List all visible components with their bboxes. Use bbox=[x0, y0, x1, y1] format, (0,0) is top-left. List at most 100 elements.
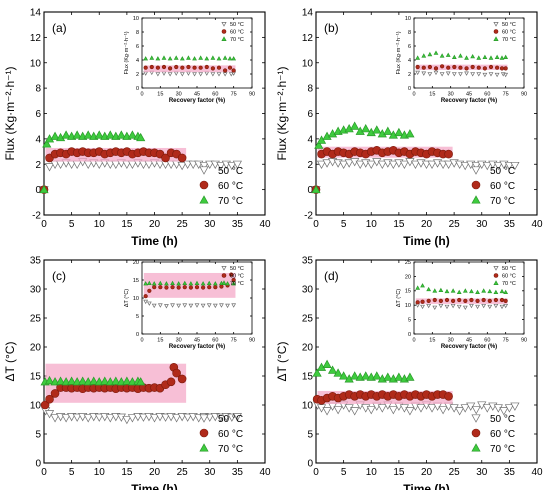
panel-a-point bbox=[39, 184, 49, 194]
panel-d-axis-x-tick-label: 0 bbox=[313, 467, 319, 478]
panel-b-inset-axis-y-tick-label: 4 bbox=[408, 58, 411, 64]
panel-c-inset-point bbox=[201, 285, 206, 290]
panel-c-axis-y-tick-label: 0 bbox=[35, 459, 41, 470]
panel-b-point bbox=[344, 159, 354, 168]
panel-b-axis-x-tick-label: 15 bbox=[393, 219, 405, 230]
panel-d-inset-point bbox=[456, 304, 462, 310]
panel-c-inset-point bbox=[206, 280, 212, 286]
panel-b-inset-axis-y-tick-label: 0 bbox=[408, 86, 411, 92]
panel-a-inset-point bbox=[186, 55, 191, 60]
panel-b-inset-point bbox=[451, 72, 457, 77]
panel-a-inset-point bbox=[210, 66, 215, 71]
panel-c-inset: 0 15 30 45 60 75 90 0 5 10 15 20 Recovery factor (%)… bbox=[124, 260, 255, 350]
panel-b-inset-point bbox=[470, 53, 476, 59]
panel-b-inset-point bbox=[421, 65, 426, 70]
panel-d-point bbox=[333, 406, 343, 415]
panel-c-axis-y-tick-label: 10 bbox=[30, 401, 42, 412]
panel-a-axis-y-tick-label: 4 bbox=[35, 134, 41, 145]
panel-d-inset-point bbox=[444, 297, 450, 303]
panel-c-inset-point bbox=[225, 281, 230, 286]
panel-b-inset-point bbox=[470, 64, 475, 70]
panel-a-inset-point bbox=[198, 55, 204, 60]
panel-d-point bbox=[460, 404, 470, 413]
panel-b-inset-point bbox=[427, 51, 433, 57]
legend-marker bbox=[471, 180, 481, 190]
panel-d-inset-series-1 bbox=[415, 303, 509, 311]
panel-d-axis-y-tick-label: 25 bbox=[302, 314, 314, 325]
panel-c-point bbox=[136, 377, 146, 386]
inset-y-axis-title: Flux (Kg·m⁻²·h⁻¹) bbox=[124, 31, 130, 74]
panel-b-axis-x-tick-label: 20 bbox=[421, 219, 433, 230]
panel-b-inset-point bbox=[458, 72, 463, 77]
legend-marker bbox=[471, 195, 481, 204]
panel-c-inset-point bbox=[213, 285, 218, 290]
panel-d-point bbox=[394, 372, 404, 381]
panel-a-inset-point bbox=[143, 65, 148, 70]
panel-a-inset-point bbox=[227, 65, 233, 70]
panel-d-point bbox=[482, 404, 492, 413]
panel-c-point bbox=[216, 413, 226, 422]
panel-b-point bbox=[377, 160, 387, 169]
panel-d-label: (d) bbox=[324, 269, 339, 283]
panel-c-point bbox=[83, 414, 93, 423]
panel-a-inset-point bbox=[173, 55, 179, 60]
panel-c-inset-axis-y-tick-label: 15 bbox=[133, 278, 139, 284]
inset-legend: 50 °C 60 °C70 °C bbox=[221, 266, 244, 287]
panel-c-point bbox=[138, 413, 149, 422]
panel-a-inset-point bbox=[198, 65, 203, 70]
panel-b-inset-axis-x-tick-label: 45 bbox=[466, 92, 472, 98]
panel-a-point bbox=[188, 160, 198, 169]
panel-d-point bbox=[372, 371, 382, 380]
panel-c-point bbox=[127, 414, 137, 423]
panel-b-point bbox=[399, 160, 409, 169]
panel-a-inset-point bbox=[192, 56, 197, 61]
panel-b-inset-point bbox=[503, 54, 509, 59]
panel-b-inset-point bbox=[476, 65, 481, 70]
panel-d-inset-point bbox=[487, 288, 493, 294]
inset-legend-label: 50 °C bbox=[230, 22, 244, 28]
panel-d-inset-axis-x-tick-label: 75 bbox=[503, 338, 509, 344]
panel-c-inset-point bbox=[182, 303, 188, 308]
panel-a-inset-point bbox=[168, 66, 173, 71]
panel-a-point bbox=[227, 161, 237, 171]
panel-a-point bbox=[205, 160, 215, 169]
panel-c-inset-point bbox=[200, 281, 206, 286]
panel-d-inset-point bbox=[499, 288, 505, 294]
panel-b-point bbox=[366, 160, 376, 169]
panel-c-point bbox=[44, 375, 55, 385]
panel-d-axis-x-tick-label: 30 bbox=[476, 467, 488, 478]
panel-c-point bbox=[172, 368, 181, 378]
panel-c-inset-point bbox=[176, 281, 182, 286]
panel-a-inset-point bbox=[216, 56, 222, 61]
panel-d-legend: 50 °C 60 °C 70 °C bbox=[471, 414, 515, 455]
panel-a-axis-x-tick-label: 25 bbox=[177, 219, 189, 230]
panel-b-point bbox=[311, 184, 321, 194]
panel-b-inset-axis-y-tick-label: 6 bbox=[408, 44, 411, 50]
panel-d-point bbox=[510, 402, 520, 411]
panel-b-axis-x-tick-label: 0 bbox=[313, 219, 319, 230]
panel-d-point bbox=[504, 404, 514, 413]
panel-b-inset-point bbox=[433, 70, 439, 76]
panel-c-inset-series-2 bbox=[143, 272, 236, 299]
panel-c-inset-point bbox=[225, 303, 230, 309]
panel-a-axis-x-tick-label: 40 bbox=[259, 219, 271, 230]
panel-c-axis-x-tick-label: 25 bbox=[177, 467, 189, 478]
panel-b-inset-point bbox=[427, 64, 432, 70]
panel-c-inset-axis-y-tick-label: 0 bbox=[136, 332, 139, 338]
panel-b-axis-y-tick-label: 10 bbox=[302, 58, 314, 69]
panel-d-axis-x-tick-label: 15 bbox=[393, 467, 405, 478]
panel-a-legend: 50 °C 60 °C 70 °C bbox=[199, 166, 243, 207]
panel-c-inset-point bbox=[182, 285, 187, 290]
panel-d-point bbox=[312, 368, 322, 377]
panel-b-point bbox=[350, 121, 360, 130]
panel-b-inset-point bbox=[494, 54, 500, 59]
panel-d-axis-y-tick-label: 0 bbox=[307, 459, 313, 470]
panel-b-inset-point bbox=[439, 72, 445, 77]
panel-d-inset-point bbox=[438, 298, 443, 303]
inset-background bbox=[142, 18, 252, 88]
panel-b-series-1 bbox=[311, 158, 520, 195]
panel-d-point bbox=[377, 404, 387, 413]
panel-a-axis-y-tick-label: 14 bbox=[30, 8, 42, 19]
panel-a-point bbox=[232, 160, 242, 169]
panel-d-inset-point bbox=[487, 304, 493, 310]
